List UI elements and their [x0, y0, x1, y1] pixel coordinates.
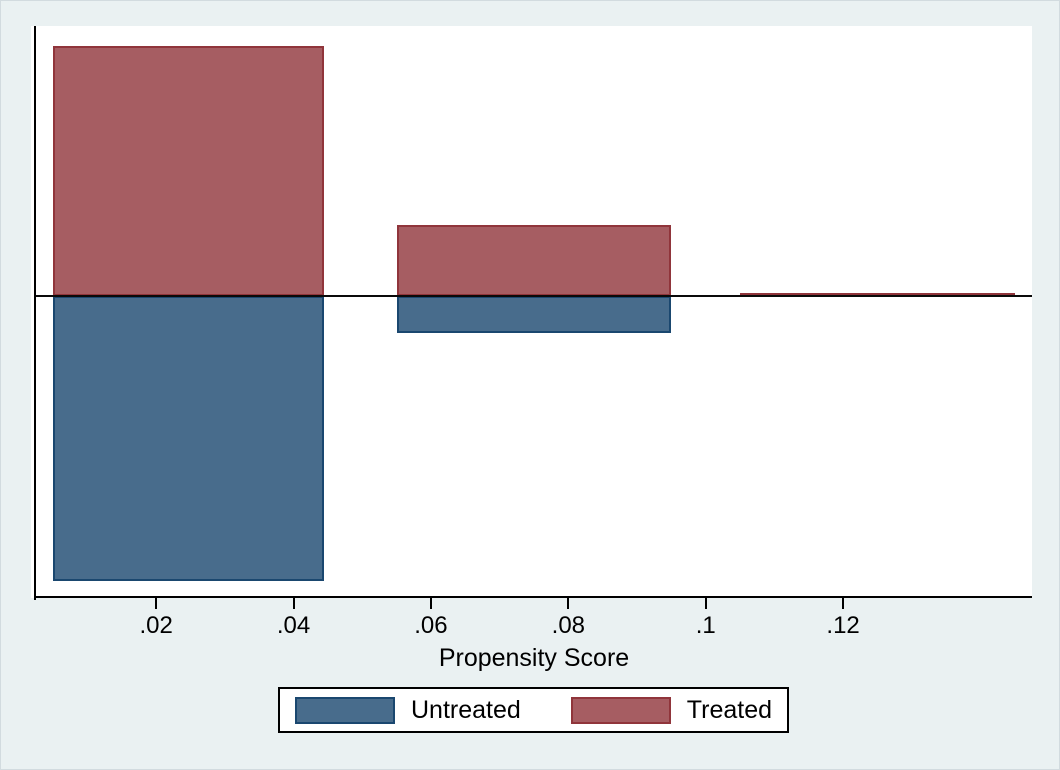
legend-label-untreated: Untreated: [410, 695, 521, 724]
x-axis-title: Propensity Score: [438, 644, 630, 672]
untreated-bar-bin2: [396, 296, 672, 334]
legend: Untreated Treated: [278, 687, 789, 733]
y-axis-line: [34, 26, 36, 600]
x-tick-label-06: .06: [414, 612, 448, 639]
treated-swatch-icon: [570, 696, 671, 724]
x-tick-label-12: .12: [826, 612, 860, 639]
x-tick-06: [429, 598, 432, 609]
x-tick-12: [842, 598, 845, 609]
x-tick-label-08: .08: [551, 612, 586, 639]
x-tick-label-1: .1: [695, 612, 716, 639]
legend-entry-treated: Treated: [570, 695, 773, 725]
untreated-bar-bin1: [53, 296, 325, 581]
x-axis-line: [34, 596, 1032, 598]
x-tick-label-04: .04: [276, 612, 311, 639]
treated-bar-bin2: [396, 225, 672, 297]
x-tick-label-02: .02: [139, 612, 173, 639]
x-tick-08: [567, 598, 570, 609]
untreated-swatch-icon: [294, 696, 395, 724]
legend-label-treated: Treated: [686, 695, 773, 724]
zero-reference-line: [36, 295, 1032, 298]
treated-bar-bin1: [53, 45, 325, 297]
plot-area: [36, 26, 1032, 598]
x-tick-02: [155, 598, 158, 609]
legend-entry-untreated: Untreated: [294, 695, 521, 725]
x-tick-04: [292, 598, 295, 609]
x-tick-1: [704, 598, 707, 609]
